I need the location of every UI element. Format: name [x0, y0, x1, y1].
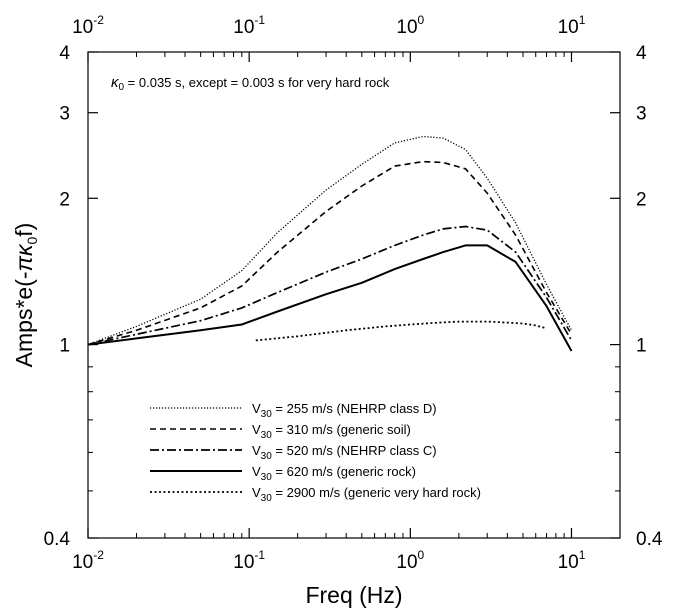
y-axis-title-pi: π — [11, 255, 37, 271]
legend-label-5: V30 = 2900 m/s (generic very hard rock) — [252, 485, 481, 504]
y-tick-label-right: 0.4 — [636, 529, 663, 550]
plot-frame — [87, 51, 621, 539]
legend-label-4: V30 = 620 m/s (generic rock) — [252, 464, 416, 483]
tick-labels: 10-2 10-2 10-1 10-1 100 100 101 101 0.4 0.4 1 1 2 2 3 3… — [44, 13, 663, 573]
y-tick-label-left: 0.4 — [44, 529, 71, 550]
annotation-text: = 0.035 s, except = 0.003 s for very har… — [124, 75, 390, 90]
y-axis-title-kappa: κ — [11, 243, 37, 256]
minor-ticks — [88, 52, 621, 538]
legend-label-3: V30 = 520 m/s (NEHRP class C) — [252, 443, 437, 462]
y-tick-label-right: 3 — [636, 104, 647, 125]
y-axis-title-end: f) — [11, 223, 37, 237]
y-tick-label-left: 3 — [59, 104, 70, 125]
y-tick-label-right: 4 — [636, 43, 647, 64]
x-tick-label-bottom: 101 — [558, 548, 586, 573]
y-tick-label-right: 1 — [636, 336, 647, 357]
x-tick-label-bottom: 100 — [396, 548, 424, 573]
legend: V30 = 255 m/s (NEHRP class D) V30 = 310 m… — [150, 401, 481, 504]
x-tick-label-bottom: 10-1 — [233, 548, 265, 573]
y-tick-label-right: 2 — [636, 189, 647, 210]
series-line-3 — [87, 225, 573, 346]
y-axis-title: Amps*e(-πκ0f) — [11, 223, 40, 368]
y-tick-label-left: 1 — [59, 336, 70, 357]
x-tick-label-top: 10-2 — [72, 13, 104, 38]
series-line-4 — [87, 244, 573, 352]
x-tick-label-top: 100 — [396, 13, 424, 38]
series-line-1 — [87, 135, 573, 346]
y-tick-label-left: 2 — [59, 189, 70, 210]
y-axis-title-sub: 0 — [24, 237, 40, 245]
kappa-annotation: κ0 = 0.035 s, except = 0.003 s for very … — [111, 74, 390, 93]
x-tick-label-bottom: 10-2 — [72, 548, 104, 573]
annotation-kappa: κ — [111, 74, 120, 91]
legend-label-2: V30 = 310 m/s (generic soil) — [252, 422, 411, 441]
x-tick-label-top: 10-1 — [233, 13, 265, 38]
major-ticks — [87, 51, 620, 539]
series-line-5 — [255, 320, 547, 342]
y-axis-title-main: Amps*e(- — [11, 271, 37, 367]
legend-label-1: V30 = 255 m/s (NEHRP class D) — [252, 401, 437, 420]
x-axis-title: Freq (Hz) — [305, 582, 402, 608]
annotation-kappa-sub: 0 — [119, 82, 125, 93]
y-tick-label-left: 4 — [59, 43, 70, 64]
series-group — [87, 135, 573, 352]
series-line-2 — [87, 160, 573, 346]
x-tick-label-top: 101 — [558, 13, 586, 38]
